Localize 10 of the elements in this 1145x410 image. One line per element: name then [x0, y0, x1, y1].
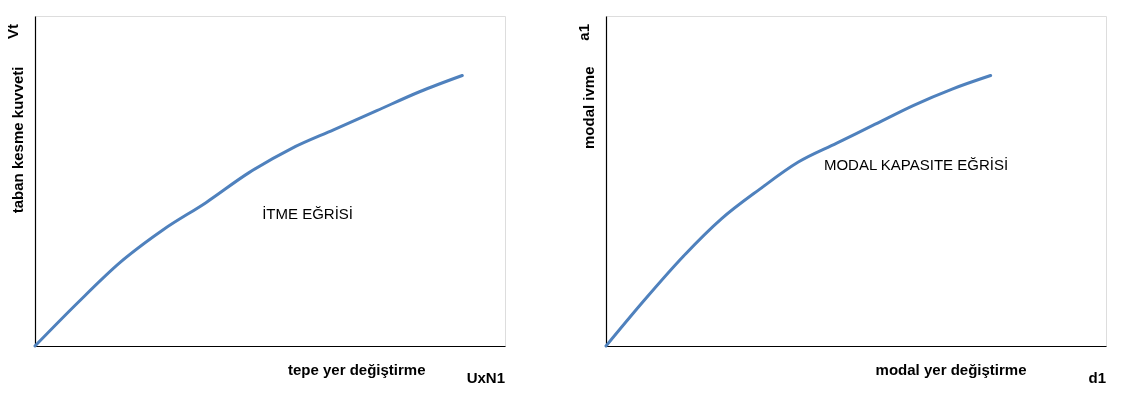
x-axis-title: modal yer değiştirme	[875, 360, 1027, 378]
annotation: İTME EĞRİSİ	[262, 205, 354, 222]
annotation: MODAL KAPASITE EĞRİSİ	[823, 155, 1009, 173]
y-axis-title: taban kesme kuvveti	[8, 66, 26, 214]
text: a1	[575, 24, 592, 41]
text: d1	[1088, 369, 1106, 386]
text: Vt	[4, 24, 21, 39]
x-axis-title: tepe yer değiştirme	[287, 360, 426, 378]
text: UxN1	[466, 369, 505, 386]
y-axis-title: modal ivme	[579, 66, 597, 150]
